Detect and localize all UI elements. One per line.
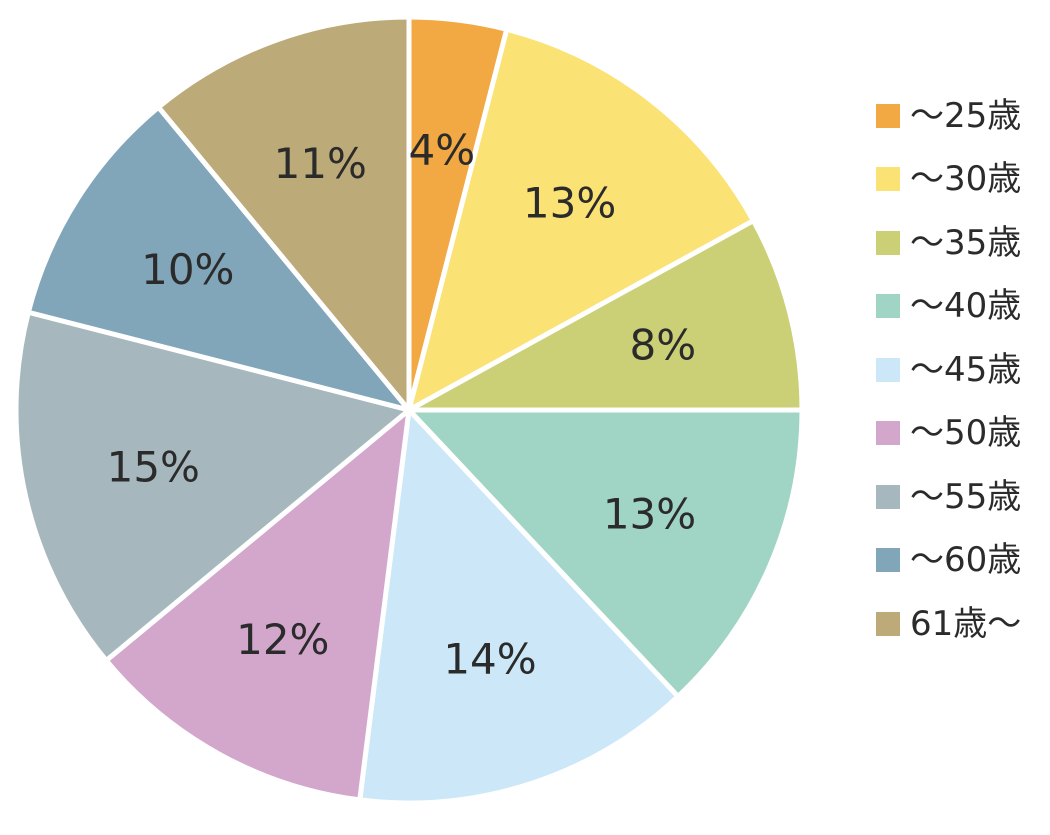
legend-label: ～55歳 [910, 476, 1022, 517]
pie-percent-label-1: 13% [523, 179, 616, 228]
pie-slice-4 [357, 407, 681, 806]
legend-item: ～45歳 [876, 338, 1021, 402]
pie-percent-label-8: 11% [274, 139, 367, 188]
legend: ～25歳 ～30歳 ～35歳 ～40歳 ～45歳 ～50歳 ～55歳 ～60歳 61歳～ [876, 84, 1021, 656]
legend-item: ～30歳 [876, 148, 1021, 212]
pie-slice-5 [103, 407, 412, 803]
pie-slice-3 [406, 407, 805, 699]
legend-item: ～35歳 [876, 211, 1021, 275]
legend-swatch [876, 484, 900, 509]
pie-percent-label-6: 15% [107, 443, 200, 492]
legend-swatch [876, 230, 900, 255]
pie-percent-label-4: 14% [443, 635, 536, 684]
legend-label: ～45歳 [910, 349, 1022, 390]
legend-label: ～25歳 [910, 95, 1022, 136]
legend-swatch [876, 611, 900, 636]
pie-slice-1 [406, 26, 756, 413]
legend-item: 61歳～ [876, 592, 1021, 656]
pie-percent-label-5: 12% [236, 615, 329, 664]
pie-percent-label-0: 4% [408, 126, 475, 175]
pie-slice-8 [155, 14, 412, 413]
pie-percent-label-7: 10% [141, 245, 234, 294]
legend-swatch [876, 167, 900, 192]
pie-slices [13, 14, 805, 806]
legend-item: ～40歳 [876, 275, 1021, 339]
legend-label: 61歳～ [910, 603, 1022, 644]
legend-label: ～40歳 [910, 286, 1022, 327]
legend-swatch [876, 294, 900, 319]
legend-item: ～50歳 [876, 402, 1021, 466]
legend-swatch [876, 421, 900, 446]
legend-item: ～25歳 [876, 84, 1021, 148]
pie-slice-6 [13, 309, 412, 664]
legend-label: ～50歳 [910, 413, 1022, 454]
pie-percent-label-2: 8% [629, 320, 696, 369]
legend-swatch [876, 103, 900, 128]
legend-item: ～60歳 [876, 529, 1021, 593]
legend-swatch [876, 357, 900, 382]
legend-label: ～60歳 [910, 540, 1022, 581]
legend-swatch [876, 548, 900, 573]
pie-slice-7 [25, 104, 412, 413]
pie-percent-label-3: 13% [603, 490, 696, 539]
legend-label: ～30歳 [910, 159, 1022, 200]
legend-label: ～35歳 [910, 222, 1022, 263]
pie-slice-2 [406, 218, 805, 413]
pie-percent-labels: 4% 13% 8% 13% 14% 12% 15% 10% 11% [107, 126, 697, 684]
legend-item: ～55歳 [876, 465, 1021, 529]
